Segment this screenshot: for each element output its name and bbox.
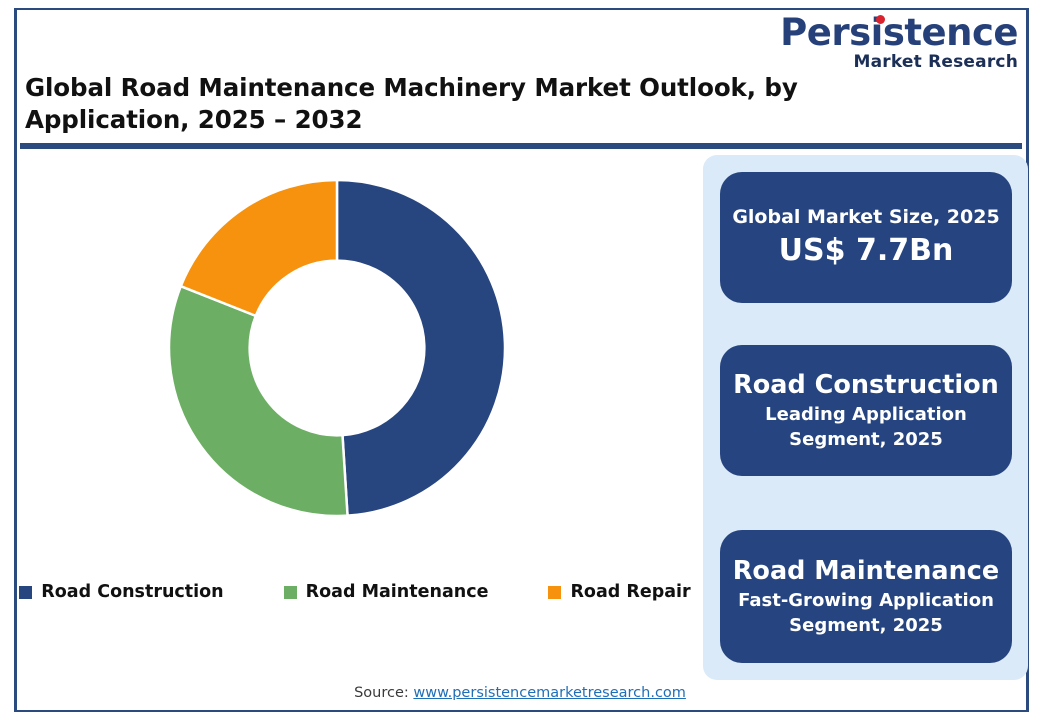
fastest-segment-sub-line2: Segment, 2025 — [789, 614, 943, 636]
source-link[interactable]: www.persistencemarketresearch.com — [413, 685, 686, 701]
fastest-segment-name: Road Maintenance — [732, 556, 1000, 587]
frame-left-border — [14, 8, 17, 712]
donut-chart-svg — [167, 178, 507, 518]
frame-bottom-border — [14, 710, 1029, 712]
donut-slice-road-repair — [179, 178, 339, 318]
leading-segment-sub-line1: Leading Application — [765, 403, 967, 425]
brand-logo-main: Persistence — [780, 14, 1018, 51]
brand-logo-sub: Market Research — [853, 52, 1018, 72]
brand-logo-main-text: Persistence — [780, 11, 1018, 54]
legend-swatch-icon — [283, 585, 297, 599]
page-title: Global Road Maintenance Machinery Market… — [25, 73, 798, 135]
legend-label: Road Repair — [570, 582, 691, 602]
leading-segment-name: Road Construction — [733, 370, 999, 401]
donut-slice-road-construction — [335, 178, 507, 517]
market-size-value: US$ 7.7Bn — [778, 232, 954, 268]
legend-item-road-repair: Road Repair — [548, 582, 691, 602]
stat-card-market-size: Global Market Size, 2025 US$ 7.7Bn — [720, 172, 1012, 303]
title-divider — [20, 143, 1022, 149]
stats-panel: Global Market Size, 2025 US$ 7.7Bn Road … — [703, 155, 1028, 680]
leading-segment-sub-line2: Segment, 2025 — [789, 428, 943, 450]
stat-card-fastest-segment: Road Maintenance Fast-Growing Applicatio… — [720, 530, 1012, 663]
brand-logo-dot-icon — [876, 15, 886, 24]
market-size-label: Global Market Size, 2025 — [732, 206, 1000, 229]
chart-legend: Road Construction Road Maintenance Road Re… — [19, 582, 691, 602]
legend-swatch-icon — [19, 585, 33, 599]
stat-card-leading-segment: Road Construction Leading Application Se… — [720, 345, 1012, 476]
donut-slice-group — [167, 178, 507, 518]
fastest-segment-sub-line1: Fast-Growing Application — [738, 589, 994, 611]
source-line: Source: www.persistencemarketresearch.co… — [0, 685, 1040, 701]
donut-slice-road-maintenance — [167, 284, 349, 518]
legend-item-road-maintenance: Road Maintenance — [283, 582, 489, 602]
source-label: Source: — [354, 685, 409, 701]
legend-label: Road Construction — [41, 582, 224, 602]
legend-label: Road Maintenance — [305, 582, 489, 602]
frame-top-border — [14, 8, 1029, 10]
legend-swatch-icon — [548, 585, 562, 599]
donut-chart — [20, 155, 690, 575]
legend-item-road-construction: Road Construction — [19, 582, 224, 602]
brand-logo: Persistence Market Research — [780, 14, 1018, 71]
